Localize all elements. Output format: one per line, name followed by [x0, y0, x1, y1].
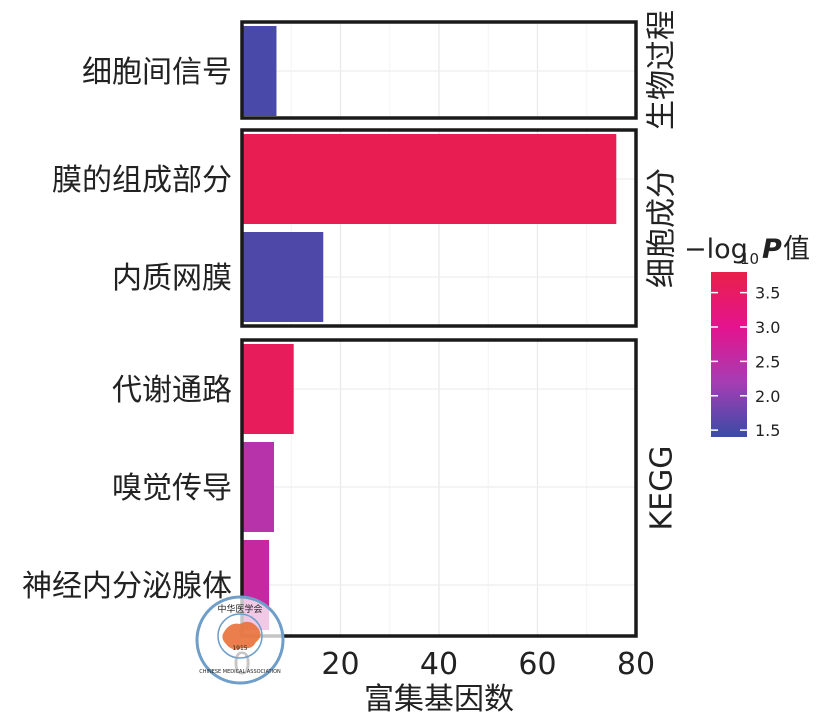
- bar: [242, 134, 617, 224]
- facet-panel-border: [240, 338, 638, 638]
- facet-panel-border: [240, 20, 638, 120]
- legend-title-p: P: [762, 234, 782, 265]
- watermark-map-icon: [222, 621, 261, 650]
- watermark-year: 1915: [232, 645, 247, 652]
- facet-strip-label: KEGG: [645, 445, 680, 530]
- legend-colorbar: [711, 272, 747, 437]
- legend-tick-label: 2.5: [755, 352, 780, 371]
- bar: [242, 344, 294, 434]
- legend-title-suffix: 值: [783, 234, 810, 265]
- x-tick-label: 20: [321, 647, 359, 682]
- category-label: 嗅觉传导: [112, 471, 232, 506]
- legend-tick-label: 3.0: [755, 318, 780, 337]
- watermark-seal-inner: [217, 613, 263, 659]
- legend-tick-label: 2.0: [755, 387, 780, 406]
- bar: [242, 26, 277, 116]
- x-axis-title: 富集基因数: [364, 682, 514, 717]
- legend-title-subscript: 10: [740, 250, 759, 268]
- category-label: 细胞间信号: [82, 55, 232, 90]
- bar: [242, 442, 275, 532]
- facet-strip-label: 生物过程: [645, 10, 680, 130]
- category-label: 膜的组成部分: [52, 163, 232, 198]
- watermark-text-top: 中华医学会: [217, 603, 262, 615]
- watermark-text-bottom: CHINESE MEDICAL ASSOCIATION: [199, 669, 281, 675]
- category-label: 神经内分泌腺体: [22, 569, 232, 604]
- legend-title-prefix: −log: [684, 234, 748, 265]
- category-label: 内质网膜: [112, 261, 232, 296]
- legend-tick-label: 1.5: [755, 421, 780, 440]
- facet-panel-border: [240, 128, 638, 328]
- facet-strip-label: 细胞成分: [645, 168, 680, 288]
- category-label: 代谢通路: [112, 373, 232, 408]
- x-tick-label: 40: [420, 647, 458, 682]
- x-tick-label: 80: [617, 647, 655, 682]
- bar: [242, 232, 324, 322]
- legend-tick-label: 3.5: [755, 284, 780, 303]
- x-tick-label: 60: [518, 647, 556, 682]
